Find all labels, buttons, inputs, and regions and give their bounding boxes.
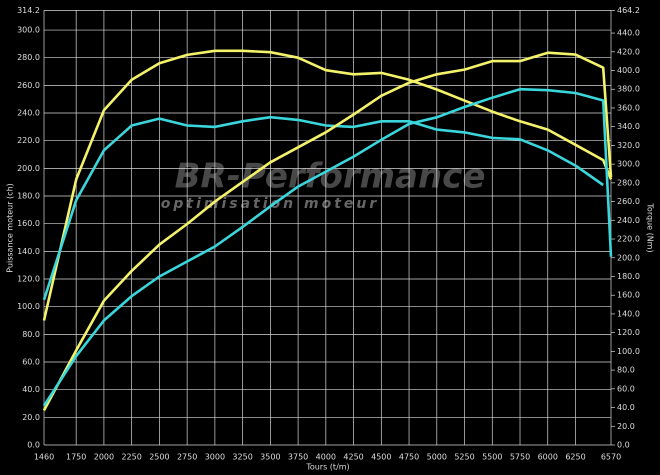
y2-tick-label: 160.0	[617, 291, 640, 300]
x-tick-label: 3500	[260, 453, 280, 462]
y-tick-label: 260.0	[17, 81, 40, 90]
y2-tick-label: 400.0	[617, 66, 640, 75]
y-tick-label: 120.0	[17, 275, 40, 284]
y-tick-label: 40.0	[22, 385, 40, 394]
y-tick-label: 100.0	[17, 302, 40, 311]
series-line	[42, 87, 613, 407]
y2-axis-label: Torque (Nm)	[646, 202, 655, 252]
x-axis-label: Tours (t/m)	[305, 463, 349, 472]
y-tick-label: 314.2	[17, 6, 40, 15]
y2-tick-label: 40.0	[617, 403, 635, 412]
y2-tick-label: 60.0	[617, 384, 635, 393]
y2-tick-label: 120.0	[617, 328, 640, 337]
y-tick-label: 200.0	[17, 164, 40, 173]
y-axis-label: Puissance moteur (ch)	[6, 183, 15, 273]
y-tick-label: 280.0	[17, 53, 40, 62]
y2-tick-label: 200.0	[617, 253, 640, 262]
y-tick-label: 80.0	[22, 330, 40, 339]
y-tick-label: 160.0	[17, 219, 40, 228]
x-tick-label: 2500	[149, 453, 169, 462]
y-tick-label: 220.0	[17, 136, 40, 145]
x-tick-label: 5250	[454, 453, 474, 462]
x-tick-label: 6250	[565, 453, 585, 462]
x-tick-label: 2250	[121, 453, 141, 462]
x-tick-label: 3000	[205, 453, 225, 462]
y2-tick-label: 20.0	[617, 422, 635, 431]
y2-tick-label: 420.0	[617, 47, 640, 56]
y2-tick-label: 380.0	[617, 85, 640, 94]
x-tick-label: 3750	[288, 453, 308, 462]
series-line	[42, 51, 613, 412]
series-line	[42, 115, 604, 301]
x-tick-label: 4500	[371, 453, 391, 462]
y-tick-label: 0.0	[27, 441, 40, 450]
watermark: BR-Performance	[175, 157, 486, 197]
y-tick-label: 300.0	[17, 26, 40, 35]
y2-tick-label: 180.0	[617, 272, 640, 281]
x-tick-label: 5750	[510, 453, 530, 462]
x-tick-label: 4000	[316, 453, 336, 462]
x-tick-label: 1750	[66, 453, 86, 462]
y2-tick-label: 240.0	[617, 216, 640, 225]
x-tick-label: 6570	[601, 453, 621, 462]
watermark-sub: optimisation moteur	[161, 196, 380, 212]
x-tick-label: 2000	[94, 453, 114, 462]
y2-tick-label: 220.0	[617, 235, 640, 244]
y2-tick-label: 80.0	[617, 366, 635, 375]
y-tick-label: 60.0	[22, 358, 40, 367]
x-tick-label: 1460	[34, 453, 54, 462]
x-tick-label: 3250	[232, 453, 252, 462]
y2-tick-label: 320.0	[617, 141, 640, 150]
y2-tick-label: 260.0	[617, 197, 640, 206]
y2-tick-label: 280.0	[617, 178, 640, 187]
series-line	[42, 49, 613, 321]
x-tick-label: 4750	[399, 453, 419, 462]
y-tick-label: 240.0	[17, 109, 40, 118]
y-tick-label: 180.0	[17, 192, 40, 201]
x-tick-label: 6000	[538, 453, 558, 462]
y2-tick-label: 300.0	[617, 160, 640, 169]
y2-tick-label: 360.0	[617, 103, 640, 112]
y2-tick-label: 100.0	[617, 347, 640, 356]
x-tick-label: 4250	[343, 453, 363, 462]
y2-tick-label: 140.0	[617, 309, 640, 318]
x-tick-label: 5500	[482, 453, 502, 462]
y2-tick-label: 440.0	[617, 29, 640, 38]
y2-tick-label: 464.2	[617, 6, 640, 15]
x-tick-label: 5000	[427, 453, 447, 462]
x-tick-label: 2750	[177, 453, 197, 462]
y-tick-label: 20.0	[22, 413, 40, 422]
y-tick-label: 140.0	[17, 247, 40, 256]
y2-tick-label: 340.0	[617, 122, 640, 131]
y2-tick-label: 0.0	[617, 441, 630, 450]
